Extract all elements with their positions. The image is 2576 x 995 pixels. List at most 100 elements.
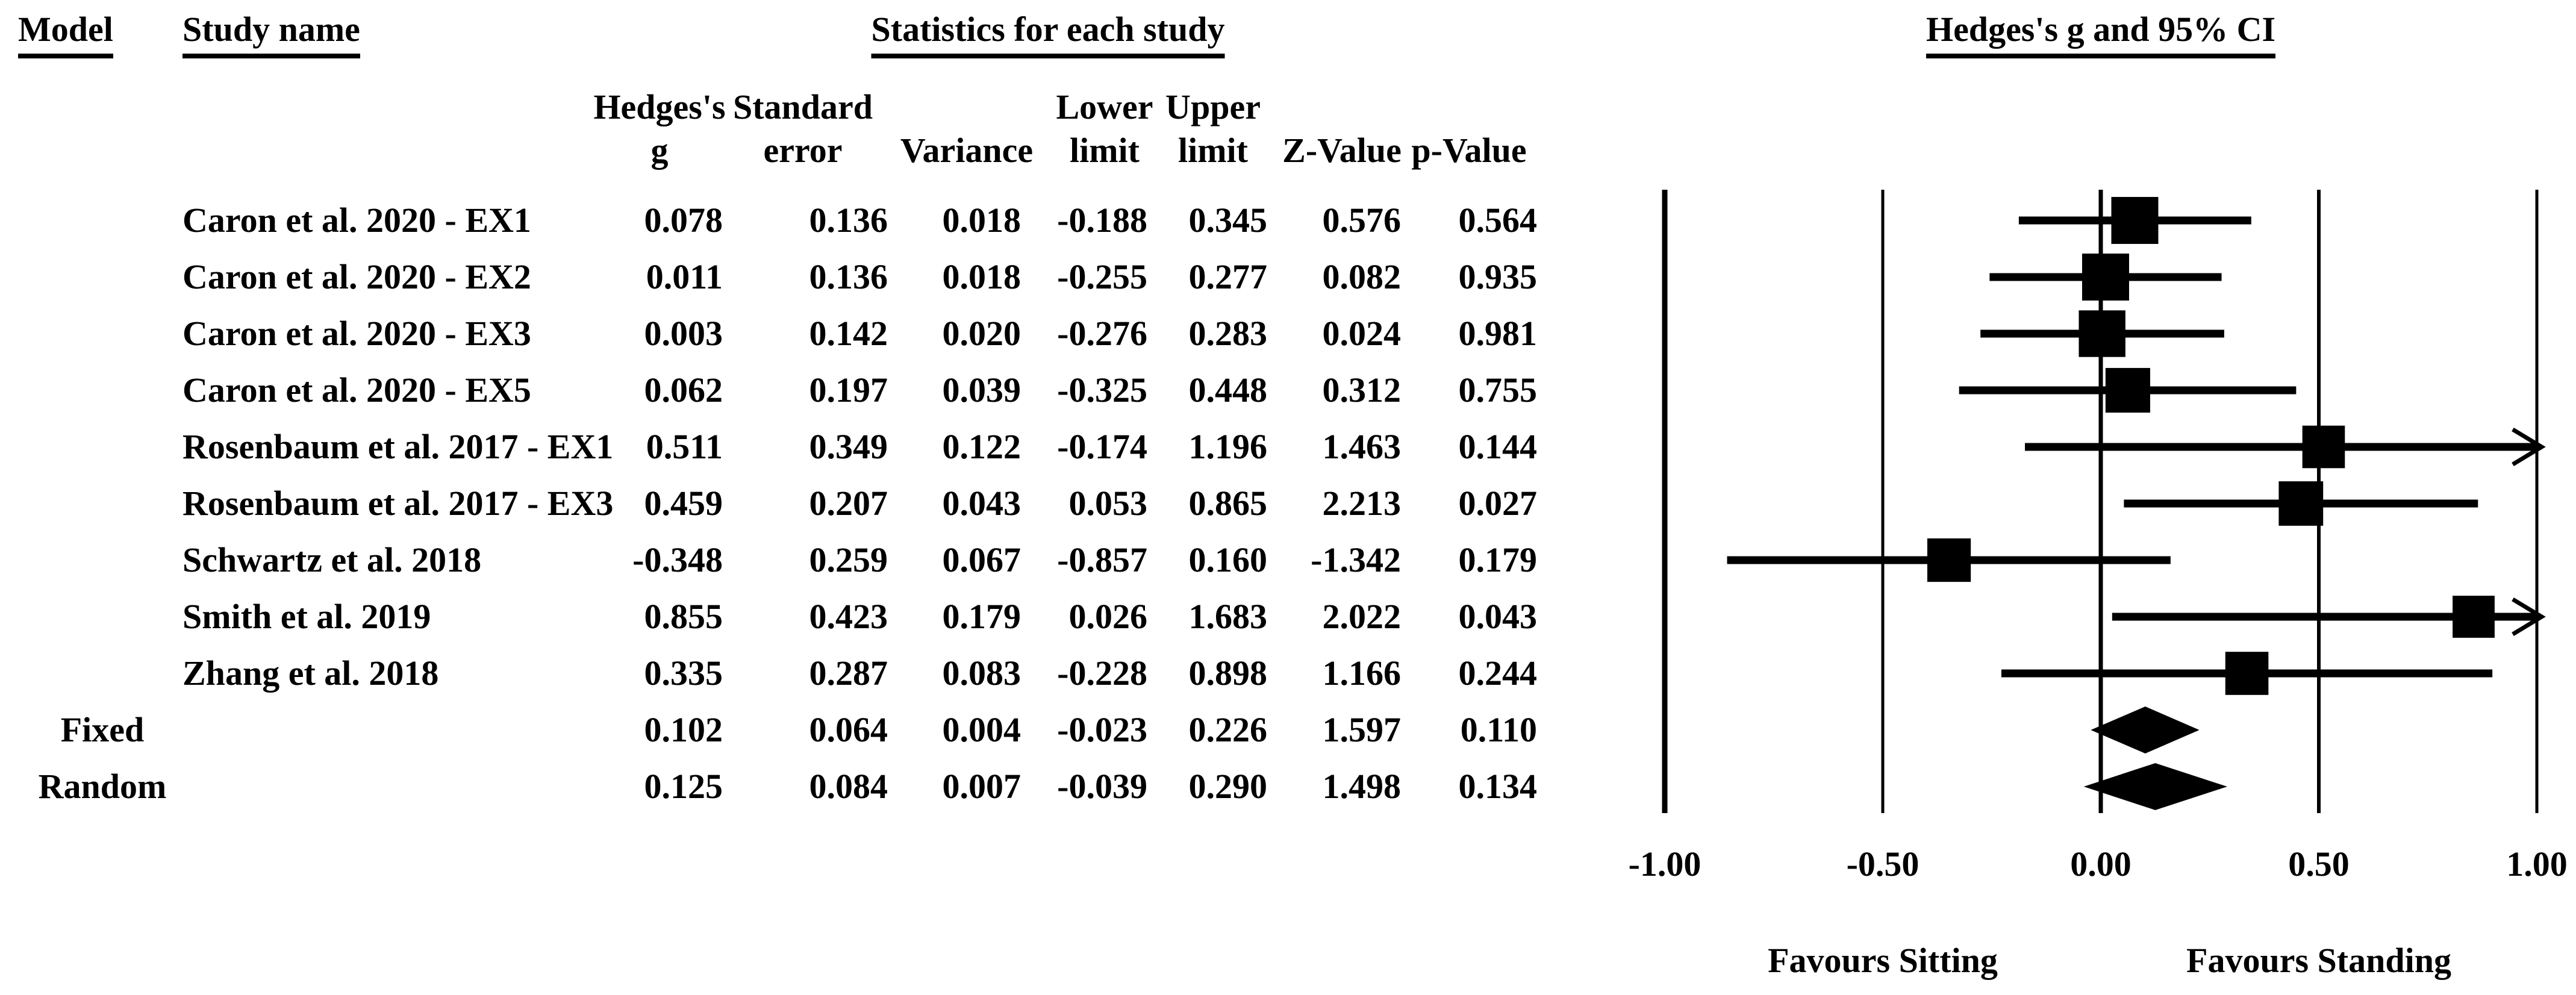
stat-cell-se: 0.423 <box>809 597 888 636</box>
x-tick-label: 1.00 <box>2506 844 2568 884</box>
stat-cell-variance: 0.043 <box>942 484 1021 523</box>
stat-column-header: Variance <box>900 131 1034 170</box>
stat-column-header: error <box>763 131 843 170</box>
study-name-cell: Smith et al. 2019 <box>182 597 431 636</box>
stat-cell-lower: -0.276 <box>1057 314 1147 353</box>
stat-cell-p: 0.179 <box>1458 540 1538 579</box>
stat-cell-lower: 0.053 <box>1068 484 1148 523</box>
stat-cell-z: -1.342 <box>1311 540 1401 579</box>
stat-cell-upper: 0.448 <box>1188 370 1268 410</box>
stat-cell-variance: 0.020 <box>942 314 1021 353</box>
effect-square <box>2278 481 2324 526</box>
stat-cell-g: 0.459 <box>644 484 723 523</box>
stat-cell-z: 1.463 <box>1322 427 1402 466</box>
stat-cell-upper: 0.226 <box>1188 710 1268 749</box>
x-tick-label: 0.00 <box>2070 844 2132 884</box>
stat-cell-se: 0.349 <box>809 427 888 466</box>
stat-cell-g: -0.348 <box>632 540 723 579</box>
stat-cell-z: 1.498 <box>1322 767 1402 806</box>
model-cell: Fixed <box>60 710 145 749</box>
stat-cell-se: 0.287 <box>809 653 888 693</box>
effect-square <box>2105 367 2150 413</box>
stat-cell-p: 0.755 <box>1458 370 1538 410</box>
stat-cell-lower: -0.255 <box>1057 257 1147 296</box>
summary-diamond <box>2091 706 2200 753</box>
stat-column-header: Standard <box>732 87 873 126</box>
stat-column-header: Z-Value <box>1282 131 1402 170</box>
stat-column-header: limit <box>1070 131 1140 170</box>
arrow-right-icon <box>2512 597 2546 636</box>
stat-cell-g: 0.011 <box>646 257 723 296</box>
stat-cell-g: 0.062 <box>644 370 723 410</box>
stat-cell-se: 0.064 <box>809 710 888 749</box>
favours-standing-label: Favours Standing <box>2186 941 2451 980</box>
stat-cell-z: 0.576 <box>1322 201 1402 240</box>
stat-cell-z: 2.213 <box>1322 484 1402 523</box>
stat-cell-upper: 0.290 <box>1188 767 1268 806</box>
stat-cell-upper: 0.160 <box>1188 540 1268 579</box>
stat-cell-z: 1.597 <box>1322 710 1402 749</box>
stat-cell-p: 0.110 <box>1460 710 1537 749</box>
stat-cell-z: 1.166 <box>1322 653 1402 693</box>
study-name-cell: Rosenbaum et al. 2017 - EX1 <box>182 427 614 466</box>
stat-cell-p: 0.043 <box>1458 597 1538 636</box>
column-header-study-name: Study name <box>182 8 360 58</box>
stat-cell-variance: 0.122 <box>942 427 1021 466</box>
stat-cell-g: 0.125 <box>644 767 723 806</box>
effect-square <box>2079 310 2125 357</box>
stat-cell-lower: -0.039 <box>1057 767 1147 806</box>
stat-cell-se: 0.259 <box>809 540 888 579</box>
stat-cell-se: 0.084 <box>809 767 888 806</box>
stat-cell-g: 0.102 <box>644 710 723 749</box>
stat-cell-upper: 0.283 <box>1188 314 1268 353</box>
stat-cell-upper: 0.277 <box>1188 257 1268 296</box>
stat-cell-se: 0.136 <box>809 257 888 296</box>
study-name-cell: Zhang et al. 2018 <box>182 653 439 693</box>
stat-cell-p: 0.564 <box>1458 201 1538 240</box>
stat-cell-upper: 1.196 <box>1188 427 1268 466</box>
stat-column-header: Upper <box>1165 87 1261 126</box>
stat-cell-lower: -0.325 <box>1057 370 1147 410</box>
stat-cell-p: 0.981 <box>1458 314 1538 353</box>
study-name-cell: Caron et al. 2020 - EX2 <box>182 257 531 296</box>
study-name-cell: Caron et al. 2020 - EX5 <box>182 370 531 410</box>
stat-cell-z: 0.082 <box>1322 257 1402 296</box>
stat-cell-se: 0.197 <box>809 370 888 410</box>
effect-square <box>2225 652 2269 695</box>
x-tick-label: -0.50 <box>1846 844 1920 884</box>
stat-cell-p: 0.144 <box>1458 427 1538 466</box>
stat-column-header: Lower <box>1056 87 1153 126</box>
stat-cell-upper: 0.898 <box>1188 653 1268 693</box>
study-name-cell: Caron et al. 2020 - EX3 <box>182 314 531 353</box>
stat-cell-g: 0.335 <box>644 653 723 693</box>
stat-column-header: p-Value <box>1411 131 1527 170</box>
stat-cell-p: 0.134 <box>1458 767 1538 806</box>
study-name-cell: Caron et al. 2020 - EX1 <box>182 201 531 240</box>
stat-cell-upper: 0.345 <box>1188 201 1268 240</box>
stat-cell-lower: -0.023 <box>1057 710 1147 749</box>
stat-cell-variance: 0.018 <box>942 201 1021 240</box>
study-name-cell: Schwartz et al. 2018 <box>182 540 482 579</box>
stat-cell-se: 0.207 <box>809 484 888 523</box>
stat-cell-variance: 0.039 <box>942 370 1021 410</box>
stat-cell-p: 0.027 <box>1458 484 1538 523</box>
stat-cell-g: 0.003 <box>644 314 723 353</box>
stat-cell-upper: 0.865 <box>1188 484 1268 523</box>
stat-cell-se: 0.142 <box>809 314 888 353</box>
stat-column-header: limit <box>1178 131 1248 170</box>
stat-cell-variance: 0.067 <box>942 540 1021 579</box>
stat-cell-upper: 1.683 <box>1188 597 1268 636</box>
effect-square <box>2302 425 2345 469</box>
stat-column-header: g <box>650 131 669 170</box>
stat-cell-p: 0.935 <box>1458 257 1538 296</box>
stat-cell-g: 0.855 <box>644 597 723 636</box>
summary-diamond <box>2083 763 2227 810</box>
stat-cell-lower: -0.174 <box>1057 427 1147 466</box>
stat-cell-lower: -0.228 <box>1057 653 1147 693</box>
stat-cell-variance: 0.179 <box>942 597 1021 636</box>
stat-cell-variance: 0.007 <box>942 767 1021 806</box>
stat-cell-variance: 0.004 <box>942 710 1021 749</box>
x-tick-label: 0.50 <box>2288 844 2350 884</box>
column-header-model: Model <box>18 8 113 58</box>
